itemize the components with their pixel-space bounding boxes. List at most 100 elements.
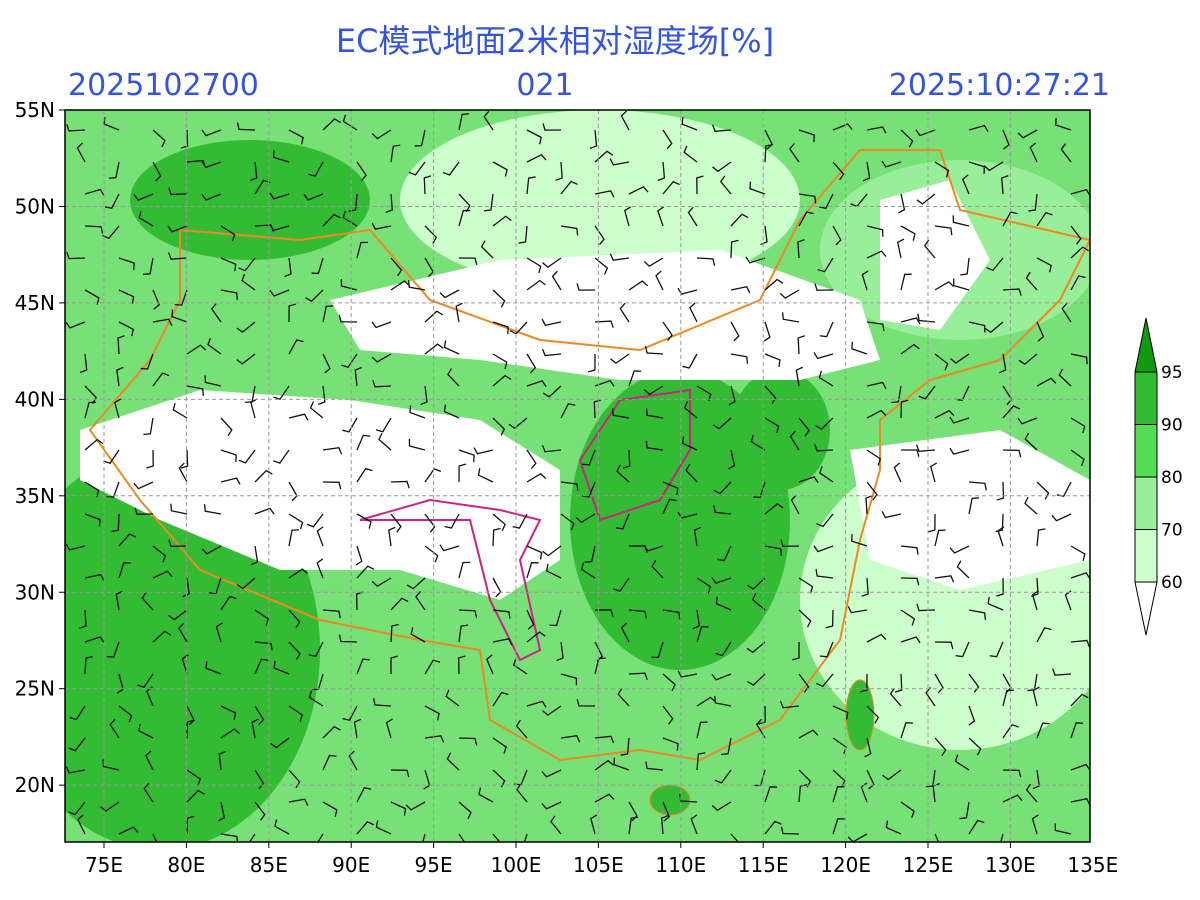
wind-barb — [662, 129, 673, 150]
wind-barb — [84, 655, 94, 675]
lon-label: 135E — [1067, 853, 1118, 877]
wind-barb — [201, 161, 222, 169]
wind-barb — [968, 124, 989, 132]
wind-barb — [220, 595, 237, 611]
wind-barb — [168, 539, 188, 548]
wind-barb — [968, 705, 976, 726]
wind-barb — [317, 833, 324, 842]
wind-barb — [458, 833, 466, 842]
wind-barb — [1032, 686, 1040, 707]
wind-barb — [949, 545, 970, 554]
wind-barb — [455, 302, 463, 323]
wind-barb — [1018, 353, 1038, 366]
wind-barb — [866, 633, 887, 643]
wind-barb — [662, 737, 679, 751]
wind-barb — [342, 114, 358, 131]
wind-barb — [866, 126, 887, 134]
wind-barb — [220, 705, 237, 720]
wind-barb — [712, 417, 732, 430]
wind-barb — [171, 309, 188, 323]
wind-barb — [84, 438, 104, 451]
wind-barb — [118, 533, 137, 547]
island — [649, 784, 691, 816]
wind-barb — [322, 725, 341, 739]
wind-barb — [288, 798, 309, 806]
wind-barb — [815, 417, 834, 430]
wind-barb — [354, 366, 362, 387]
wind-barb — [118, 705, 133, 723]
frame — [64, 109, 1091, 843]
wind-barb — [758, 705, 766, 725]
lat-label: 25N — [15, 677, 55, 701]
wind-barb — [84, 401, 97, 419]
wind-barb — [817, 257, 834, 273]
wind-barb — [814, 444, 834, 452]
wind-barb — [84, 636, 105, 644]
lat-label: 45N — [15, 291, 55, 315]
wind-barb — [712, 161, 732, 173]
wind-barb — [900, 636, 921, 644]
wind-barb — [916, 603, 936, 612]
wind-barb — [900, 225, 916, 241]
colorbar-under — [1134, 581, 1158, 636]
wind-barb — [152, 630, 172, 643]
wind-barb — [84, 225, 104, 234]
wind-barb — [439, 289, 460, 299]
wind-barb — [109, 718, 120, 739]
wind-barb — [620, 622, 630, 643]
wind-barb — [1024, 432, 1038, 451]
wind-barb — [236, 321, 256, 333]
wind-barb — [322, 447, 343, 455]
wind-barb — [662, 498, 677, 515]
wind-barb — [288, 513, 304, 530]
wind-barb — [356, 434, 371, 451]
wind-barb — [69, 705, 86, 721]
wind-barb — [1070, 798, 1090, 806]
wind-barb — [984, 321, 1004, 334]
wind-barb — [458, 561, 471, 579]
wind-barb — [220, 225, 236, 242]
wind-barb — [934, 833, 940, 842]
wind-barb — [1058, 368, 1072, 387]
wind-barb — [619, 302, 630, 323]
wind-barb — [798, 673, 810, 693]
wind-barb — [1025, 271, 1038, 291]
wind-barb — [152, 570, 173, 579]
wind-barb — [220, 417, 233, 437]
wind-barb — [1070, 639, 1090, 648]
wind-barb — [764, 385, 777, 405]
wind-barb — [215, 622, 223, 643]
wind-barb — [900, 317, 921, 325]
wind-barb — [682, 353, 698, 369]
wind-barb — [866, 321, 885, 332]
wind-barb — [692, 609, 701, 630]
wind-barb — [750, 434, 766, 451]
wind-barb — [542, 385, 562, 398]
wind-barb — [860, 782, 868, 803]
wind-barb — [269, 289, 290, 297]
wind-barb — [764, 820, 782, 835]
wind-barb — [140, 353, 154, 370]
wind-barb — [152, 318, 173, 326]
wind-barb — [932, 782, 940, 803]
wind-barb — [509, 321, 528, 335]
wind-barb — [390, 513, 402, 533]
wind-barb — [341, 353, 358, 369]
wind-barb — [170, 503, 188, 515]
wind-barb — [696, 752, 706, 771]
wind-barb — [405, 801, 426, 811]
wind-barb — [628, 816, 639, 835]
wind-barb — [371, 222, 392, 230]
wind-barb — [322, 754, 337, 771]
wind-barb — [681, 117, 698, 131]
wind-barb — [152, 129, 166, 148]
wind-barb — [861, 577, 869, 597]
humid-area — [130, 140, 370, 260]
wind-barb — [687, 206, 698, 227]
wind-barb — [372, 379, 392, 388]
dry-area — [880, 180, 990, 330]
wind-barb — [241, 273, 256, 291]
wind-barb — [66, 124, 86, 132]
wind-barb — [594, 759, 614, 771]
